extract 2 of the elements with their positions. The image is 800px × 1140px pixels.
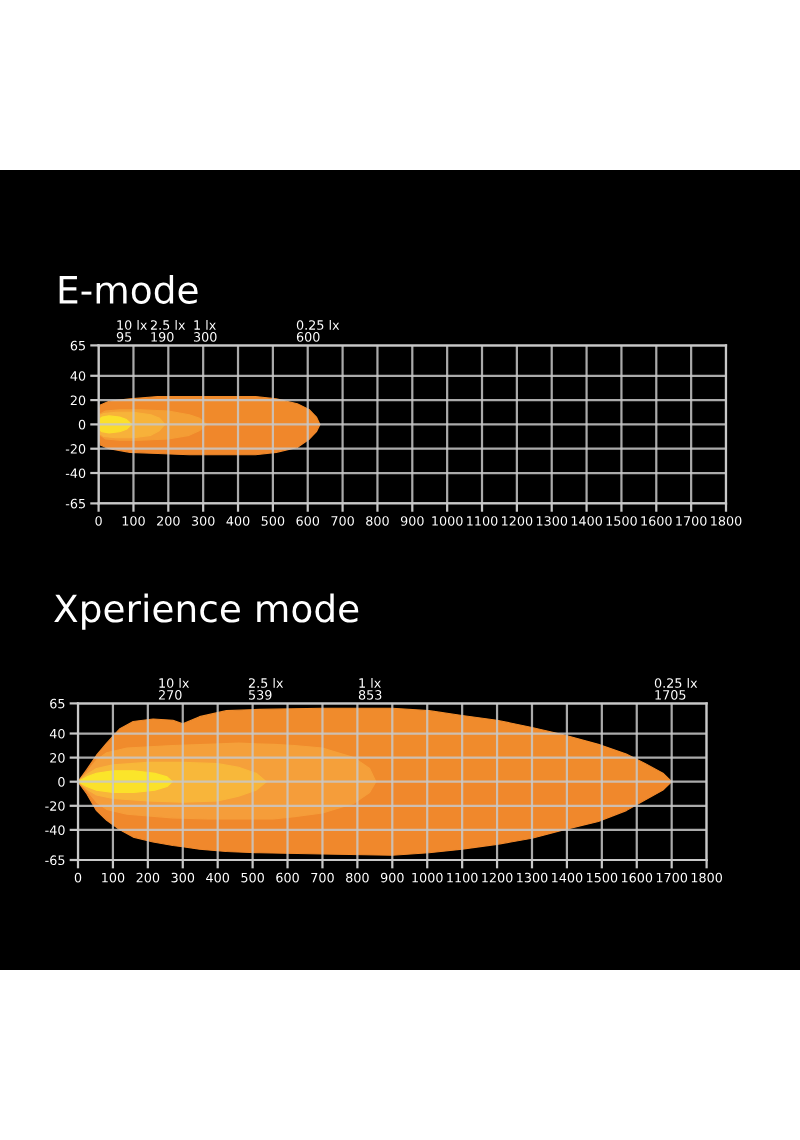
- chart-title: Xperience mode: [54, 593, 359, 630]
- chart-title: E-mode: [59, 274, 198, 304]
